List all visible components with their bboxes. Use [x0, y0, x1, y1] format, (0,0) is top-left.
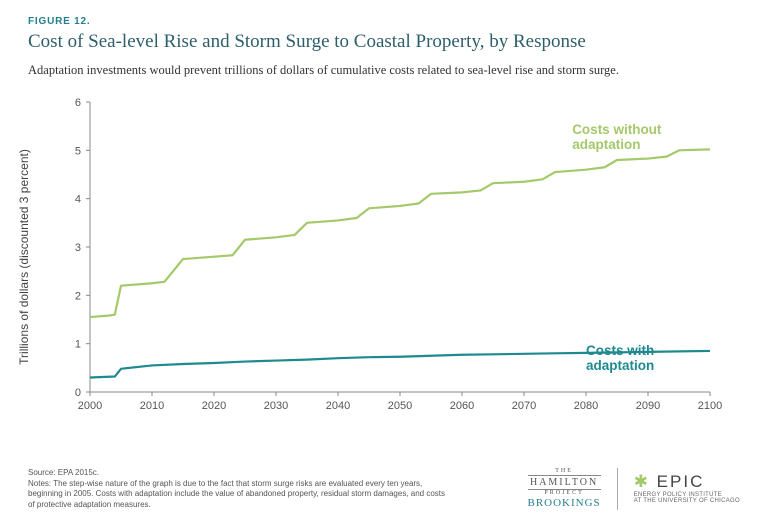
svg-text:2080: 2080 [574, 400, 598, 412]
svg-text:1: 1 [75, 339, 81, 351]
series-label: Costs without adaptation [572, 122, 724, 152]
source-line: Source: EPA 2015c. [28, 468, 448, 478]
epic-small1: ENERGY POLICY INSTITUTE [634, 492, 740, 499]
figure-number: FIGURE 12. [28, 16, 740, 27]
chart-container: Trillions of dollars (discounted 3 perce… [34, 92, 724, 422]
svg-text:2100: 2100 [698, 400, 722, 412]
svg-text:2: 2 [75, 290, 81, 302]
hamilton-line3: PROJECT [528, 490, 601, 497]
series-label: Costs with adaptation [586, 343, 724, 373]
hamilton-logo: THE HAMILTON PROJECT BROOKINGS [528, 468, 618, 510]
svg-text:3: 3 [75, 242, 81, 254]
chart-title: Cost of Sea-level Rise and Storm Surge t… [28, 31, 740, 53]
svg-text:2060: 2060 [450, 400, 474, 412]
svg-text:2050: 2050 [388, 400, 412, 412]
svg-text:2090: 2090 [636, 400, 660, 412]
svg-text:2010: 2010 [140, 400, 164, 412]
svg-text:2070: 2070 [512, 400, 536, 412]
svg-text:5: 5 [75, 145, 81, 157]
source-notes: Source: EPA 2015c. Notes: The step-wise … [28, 468, 448, 510]
hamilton-line4: BROOKINGS [528, 497, 601, 510]
svg-text:0: 0 [75, 387, 81, 399]
hamilton-line1: THE [528, 468, 601, 475]
epic-big: ✱ EPIC [634, 473, 740, 492]
footer: Source: EPA 2015c. Notes: The step-wise … [28, 468, 740, 510]
epic-logo: ✱ EPIC ENERGY POLICY INSTITUTE AT THE UN… [634, 473, 740, 505]
epic-big-text: EPIC [657, 472, 705, 491]
y-axis-label: Trillions of dollars (discounted 3 perce… [17, 149, 31, 365]
epic-small2: AT THE UNIVERSITY OF CHICAGO [634, 498, 740, 505]
svg-text:2020: 2020 [202, 400, 226, 412]
svg-text:2030: 2030 [264, 400, 288, 412]
notes-text: Notes: The step-wise nature of the graph… [28, 479, 448, 510]
svg-text:2000: 2000 [78, 400, 102, 412]
svg-text:6: 6 [75, 97, 81, 109]
logos: THE HAMILTON PROJECT BROOKINGS ✱ EPIC EN… [528, 468, 741, 510]
chart-subtitle: Adaptation investments would prevent tri… [28, 63, 740, 78]
hamilton-line2: HAMILTON [528, 475, 601, 491]
svg-text:4: 4 [75, 194, 81, 206]
svg-text:2040: 2040 [326, 400, 350, 412]
